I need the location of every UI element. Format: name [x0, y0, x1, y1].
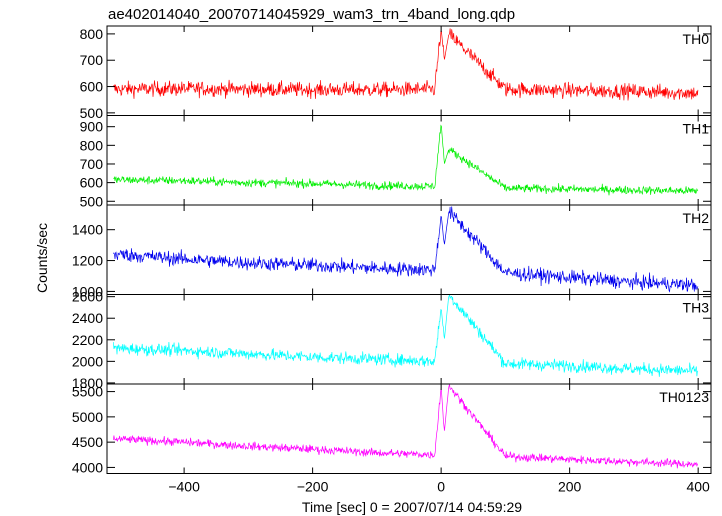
y-tick-label: 5000 [72, 409, 103, 425]
y-tick-label: 600 [80, 175, 104, 191]
panel-label-th3: TH3 [683, 300, 710, 316]
y-tick-label: 700 [80, 52, 104, 68]
y-tick-label: 1800 [72, 375, 103, 391]
panel-th3: 1800 2000 2200 2400 2600 TH3 [72, 289, 712, 391]
y-tick-label: 2400 [72, 310, 103, 326]
y-tick-label: 500 [80, 193, 104, 209]
y-tick-label: 5500 [72, 384, 103, 400]
series-line-th3 [113, 294, 699, 377]
x-axis: −400 −200 0 200 400 [168, 479, 710, 495]
y-tick-label: 4500 [72, 434, 103, 450]
y-tick-label: 2200 [72, 332, 103, 348]
y-tick-label: 1400 [72, 222, 103, 238]
y-tick-label: 800 [80, 137, 104, 153]
series-line-th1 [113, 124, 699, 196]
y-tick-label: 600 [80, 79, 104, 95]
panel-th0123: 4000 4500 5000 5500 TH0123 [72, 383, 712, 475]
panel-th1: 500 600 700 800 900 TH1 [80, 115, 712, 209]
y-tick-label: 2000 [72, 353, 103, 369]
x-tick-label: 200 [558, 479, 582, 495]
x-tick-label: 0 [437, 479, 445, 495]
y-tick-label: 2600 [72, 289, 103, 305]
y-axis-label: Counts/sec [34, 223, 50, 293]
x-tick-label: −200 [297, 479, 329, 495]
series-line-th0123 [113, 384, 698, 469]
panel-th2: 1000 1200 1400 TH2 [72, 204, 712, 299]
chart-title: ae402014040_20070714045929_wam3_trn_4ban… [108, 6, 515, 23]
y-tick-label: 900 [80, 119, 104, 135]
series-line-th0 [113, 28, 699, 101]
x-tick-label: 400 [686, 479, 710, 495]
x-tick-label: −400 [168, 479, 200, 495]
y-tick-label: 700 [80, 156, 104, 172]
y-tick-label: 1200 [72, 253, 103, 269]
panel-label-th1: TH1 [683, 121, 710, 137]
panel-frame [106, 25, 712, 116]
panel-frame [106, 383, 712, 474]
panel-label-th0: TH0 [683, 31, 710, 47]
panel-th0: 500 600 700 800 TH0 [80, 25, 712, 121]
panel-label-th2: TH2 [683, 210, 710, 226]
y-tick-label: 4000 [72, 459, 103, 475]
panel-label-th0123: TH0123 [659, 389, 709, 405]
y-tick-label: 500 [80, 105, 104, 121]
panels: 500 600 700 800 TH0 500 600 700 800 900 TH1 1000 120… [72, 25, 712, 475]
x-axis-label: Time [sec] 0 = 2007/07/14 04:59:29 [302, 499, 522, 515]
panel-frame [106, 204, 712, 295]
series-line-th2 [113, 206, 699, 293]
y-tick-label: 800 [80, 26, 104, 42]
y-tick-label: 1000 [72, 283, 103, 299]
